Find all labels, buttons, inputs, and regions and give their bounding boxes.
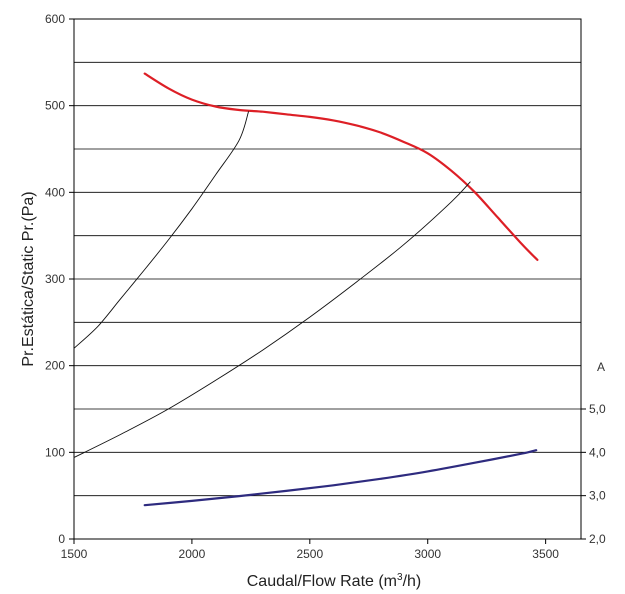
x-tick-label: 2500 <box>296 547 323 561</box>
y-tick-label: 600 <box>45 12 65 26</box>
x-tick-label: 3500 <box>532 547 559 561</box>
y2-axis-title: A <box>597 360 605 374</box>
x-axis-title-end: /h) <box>403 573 422 590</box>
y-tick-label: 400 <box>45 185 65 199</box>
system-curve-2-line <box>73 181 471 458</box>
y-tick-label: 0 <box>58 532 65 546</box>
y-tick-label: 300 <box>45 272 65 286</box>
y-axis-title: Pr.Estática/Static Pr.(Pa) <box>20 191 37 366</box>
right-axis-ticks: 2,0 3,0 4,0 5,0 <box>581 402 606 546</box>
y2-tick-label: 2,0 <box>589 532 606 546</box>
x-tick-label: 1500 <box>61 547 88 561</box>
static-pressure-line <box>143 72 539 261</box>
grid-lines <box>74 61 581 497</box>
y-tick-label: 100 <box>45 445 65 459</box>
series-lines <box>73 72 539 507</box>
y2-tick-label: 3,0 <box>589 489 606 503</box>
x-axis-title-superscript: 3 <box>397 572 403 583</box>
y2-tick-label: 5,0 <box>589 402 606 416</box>
x-axis-title-main: Caudal/Flow Rate (m <box>247 573 397 590</box>
y-axis-ticks: 0 100 200 300 400 500 600 <box>45 12 74 546</box>
x-axis-ticks: 1500 2000 2500 3000 3500 <box>61 539 559 561</box>
x-axis-title: Caudal/Flow Rate (m3/h) <box>247 572 422 590</box>
x-tick-label: 2000 <box>179 547 206 561</box>
y2-tick-label: 4,0 <box>589 445 606 459</box>
y-tick-label: 500 <box>45 99 65 113</box>
current-line <box>143 449 538 507</box>
x-tick-label: 3000 <box>414 547 441 561</box>
system-curve-1-line <box>73 111 249 349</box>
y-tick-label: 200 <box>45 359 65 373</box>
